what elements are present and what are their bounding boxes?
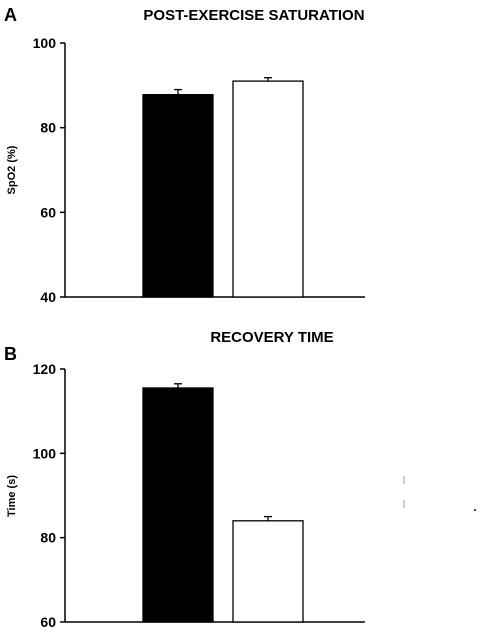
chart-title-b: RECOVERY TIME (210, 329, 333, 346)
y-tick-label: 60 (40, 614, 56, 630)
y-tick-label: 60 (40, 204, 56, 220)
chart-panel-b: B RECOVERY TIME Time (s) 60 80 100 120 (4, 329, 365, 630)
bar (142, 93, 214, 298)
panel-letter-a: A (4, 5, 17, 25)
y-axis-label-b: Time (s) (6, 475, 18, 517)
bar (232, 520, 304, 623)
chart-title-a: POST-EXERCISE SATURATION (143, 7, 364, 24)
bars-a (142, 77, 304, 298)
scan-dot (474, 509, 476, 511)
bar (142, 387, 214, 623)
y-axis-label-a: SpO2 (%) (6, 145, 18, 194)
y-tick-label: 100 (33, 445, 57, 461)
y-tick-label: 80 (40, 530, 56, 546)
bar (232, 80, 304, 298)
y-tick-label: 80 (40, 120, 56, 136)
y-ticks-a: 40 60 80 100 (33, 35, 65, 305)
y-ticks-b: 60 80 100 120 (33, 361, 65, 630)
y-tick-label: 100 (33, 35, 57, 51)
panel-letter-b: B (4, 344, 17, 364)
y-tick-label: 40 (40, 289, 56, 305)
chart-panel-a: A POST-EXERCISE SATURATION SpO2 (%) 40 60… (4, 5, 365, 305)
bars-b (142, 383, 304, 623)
y-tick-label: 120 (33, 361, 57, 377)
